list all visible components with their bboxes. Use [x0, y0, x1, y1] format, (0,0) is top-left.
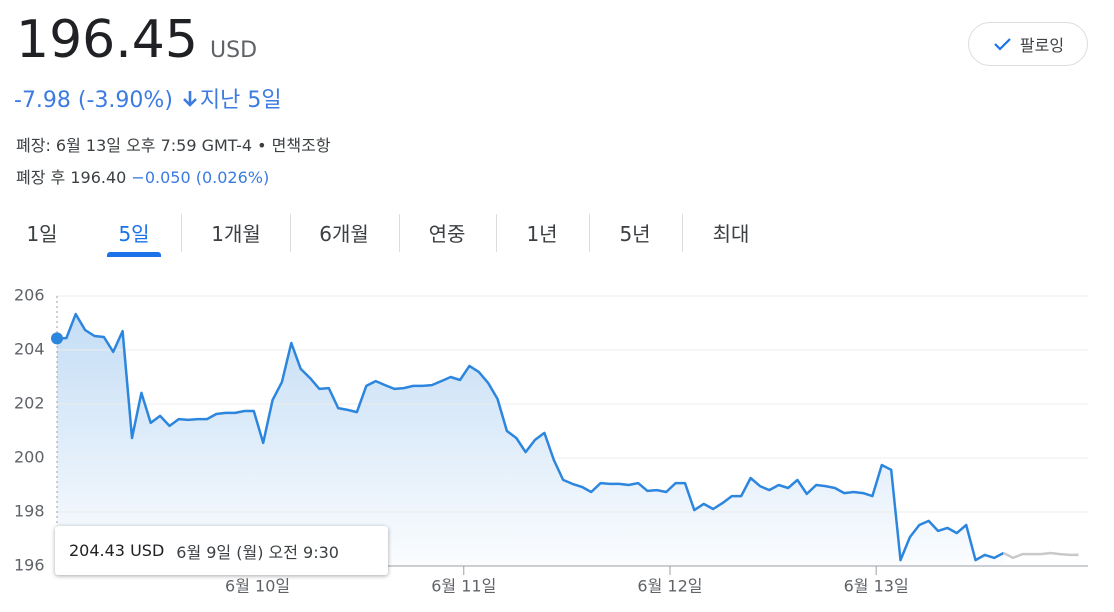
period: 지난 5일: [199, 88, 282, 113]
tab-separator: [496, 214, 497, 252]
active-underline: [107, 252, 161, 257]
series-line: [1003, 551, 1079, 560]
area-fill: [57, 314, 1004, 566]
follow-button[interactable]: 팔로잉: [968, 22, 1088, 66]
y-tick-label: 202: [14, 394, 45, 413]
currency: USD: [210, 38, 258, 63]
range-tab[interactable]: 6개월: [319, 222, 369, 246]
y-tick-label: 206: [14, 286, 45, 305]
y-tick-label: 198: [14, 502, 45, 521]
x-tick-label: 6월 11일: [431, 577, 496, 596]
range-tab[interactable]: 5년: [619, 222, 651, 246]
range-tab[interactable]: 1년: [526, 222, 558, 246]
range-tab[interactable]: 1일: [26, 222, 58, 246]
x-tick-label: 6월 13일: [844, 577, 909, 596]
after-hours-price: 폐장 후 196.40: [16, 168, 127, 187]
tooltip: 204.43 USD 6월 9일 (월) 오전 9:30: [55, 526, 388, 575]
series-line: [56, 312, 1005, 562]
price: 196.45: [16, 10, 198, 70]
tab-separator: [589, 214, 590, 252]
tooltip-price: 204.43 USD: [69, 541, 165, 560]
hover-dot: [51, 332, 63, 345]
after-hours-change: −0.050 (0.026%): [131, 168, 270, 187]
range-tab[interactable]: 1개월: [211, 222, 261, 246]
change-value: -7.98 (-3.90%): [14, 88, 173, 113]
y-tick-label: 200: [14, 448, 45, 467]
y-tick-label: 196: [14, 556, 45, 575]
follow-label: 팔로잉: [1019, 36, 1065, 55]
change: -7.98 (-3.90%) 지난 5일: [14, 82, 282, 114]
x-tick-label: 6월 12일: [637, 577, 702, 596]
range-tab[interactable]: 최대: [712, 222, 750, 246]
range-tab[interactable]: 5일: [118, 222, 150, 246]
after-hours: 폐장 후 196.40 −0.050 (0.026%): [16, 164, 269, 188]
check-icon: [994, 38, 1011, 51]
market-status: 폐장: 6월 13일 오후 7:59 GMT-4 • 면책조항: [16, 136, 331, 155]
tab-separator: [399, 214, 400, 252]
tab-separator: [290, 214, 291, 252]
tab-separator: [181, 214, 182, 252]
tooltip-time: 6월 9일 (월) 오전 9:30: [176, 542, 339, 562]
tab-separator: [682, 214, 683, 252]
down-arrow: [183, 91, 197, 107]
y-tick-label: 204: [14, 340, 45, 359]
x-tick-label: 6월 10일: [225, 577, 290, 596]
range-tab[interactable]: 연중: [428, 222, 466, 246]
